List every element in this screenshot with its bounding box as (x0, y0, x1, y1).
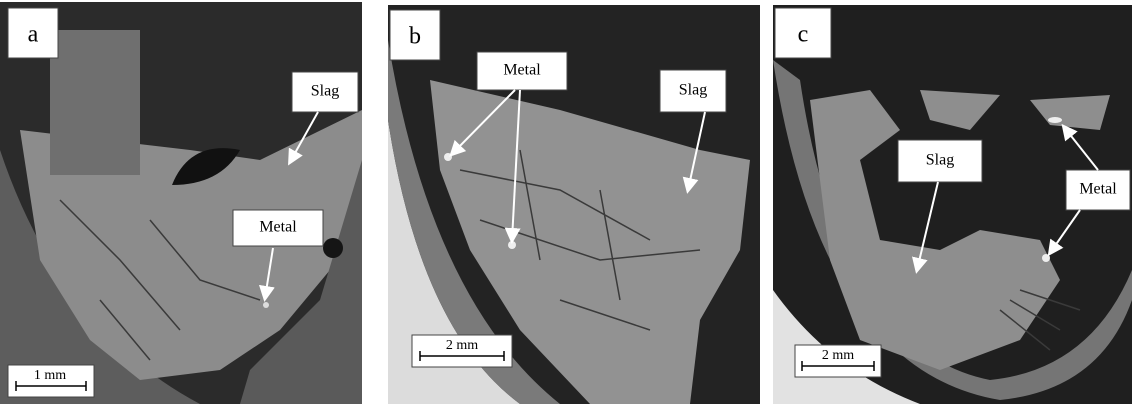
panel-b: b Metal Slag 2 mm (388, 5, 760, 404)
annotation: Metal (503, 62, 541, 79)
panel-a: a Slag Metal 1 mm (0, 2, 362, 404)
scale-bar-label: 2 mm (446, 338, 478, 353)
metal-droplet (263, 302, 269, 308)
scale-bar-label: 1 mm (34, 368, 66, 383)
annotation: Metal (1079, 181, 1117, 198)
pore (323, 238, 343, 258)
panel-label: c (798, 22, 809, 48)
panel-c: c Slag Metal 2 mm (773, 5, 1132, 404)
metal-droplet (508, 241, 516, 249)
panel-label: b (409, 24, 421, 50)
annotation: Slag (311, 83, 339, 100)
scale-bar-label: 2 mm (822, 348, 854, 363)
annotation: Metal (259, 219, 297, 236)
metal-droplet (444, 153, 452, 161)
figure: a Slag Metal 1 mm b Metal Slag 2 mm (0, 0, 1132, 406)
metal-droplet (1042, 254, 1050, 262)
annotation: Slag (926, 152, 954, 169)
page: a Slag Metal 1 mm b Metal Slag 2 mm (0, 0, 1132, 406)
metal-droplet (1048, 117, 1062, 123)
annotation: Slag (679, 82, 707, 99)
panel-label: a (28, 22, 39, 48)
block (50, 30, 140, 175)
